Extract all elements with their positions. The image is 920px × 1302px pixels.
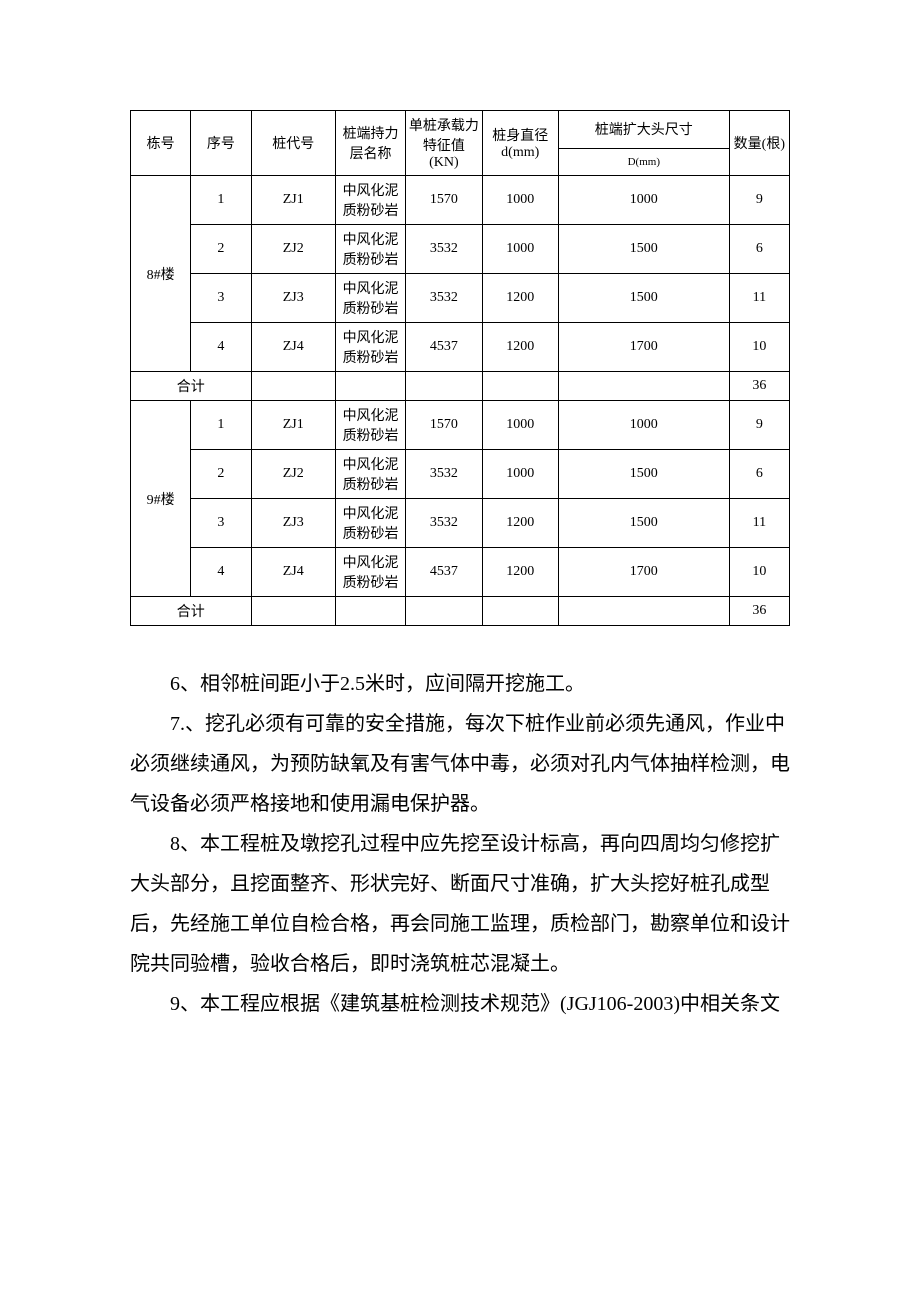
- cell-empty: [558, 597, 729, 626]
- cell-load: 4537: [406, 548, 482, 597]
- cell-enl: 1000: [558, 176, 729, 225]
- cell-qty: 10: [729, 323, 789, 372]
- document-page: 栋号 序号 桩代号 桩端持力层名称 单桩承载力特征值(KN) 桩身直径d(mm)…: [0, 110, 920, 1024]
- cell-subtotal-qty: 36: [729, 597, 789, 626]
- header-seq: 序号: [191, 111, 251, 176]
- table-row: 3 ZJ3 中风化泥质粉砂岩 3532 1200 1500 11: [131, 499, 790, 548]
- cell-layer: 中风化泥质粉砂岩: [335, 274, 405, 323]
- table-row: 9#楼 1 ZJ1 中风化泥质粉砂岩 1570 1000 1000 9: [131, 401, 790, 450]
- header-enlarged-sub: D(mm): [558, 148, 729, 175]
- header-layer: 桩端持力层名称: [335, 111, 405, 176]
- pile-spec-table: 栋号 序号 桩代号 桩端持力层名称 单桩承载力特征值(KN) 桩身直径d(mm)…: [130, 110, 790, 626]
- cell-empty: [558, 372, 729, 401]
- cell-layer: 中风化泥质粉砂岩: [335, 401, 405, 450]
- table-subtotal-row: 合计 36: [131, 372, 790, 401]
- cell-seq: 4: [191, 548, 251, 597]
- table-row: 2 ZJ2 中风化泥质粉砂岩 3532 1000 1500 6: [131, 225, 790, 274]
- cell-seq: 2: [191, 450, 251, 499]
- table-row: 4 ZJ4 中风化泥质粉砂岩 4537 1200 1700 10: [131, 548, 790, 597]
- cell-empty: [482, 372, 558, 401]
- cell-qty: 11: [729, 499, 789, 548]
- cell-enl: 1700: [558, 548, 729, 597]
- cell-code: ZJ3: [251, 274, 335, 323]
- cell-enl: 1000: [558, 401, 729, 450]
- cell-layer: 中风化泥质粉砂岩: [335, 176, 405, 225]
- cell-empty: [482, 597, 558, 626]
- header-code: 桩代号: [251, 111, 335, 176]
- cell-dia: 1200: [482, 274, 558, 323]
- cell-building: 9#楼: [131, 401, 191, 597]
- table-row: 4 ZJ4 中风化泥质粉砂岩 4537 1200 1700 10: [131, 323, 790, 372]
- table-subtotal-row: 合计 36: [131, 597, 790, 626]
- paragraph-7: 7.、挖孔必须有可靠的安全措施，每次下桩作业前必须先通风，作业中必须继续通风，为…: [130, 704, 790, 824]
- cell-empty: [406, 372, 482, 401]
- cell-dia: 1000: [482, 401, 558, 450]
- cell-qty: 9: [729, 401, 789, 450]
- cell-code: ZJ2: [251, 225, 335, 274]
- cell-code: ZJ1: [251, 401, 335, 450]
- cell-enl: 1700: [558, 323, 729, 372]
- cell-building: 8#楼: [131, 176, 191, 372]
- cell-dia: 1000: [482, 225, 558, 274]
- cell-load: 3532: [406, 225, 482, 274]
- cell-enl: 1500: [558, 499, 729, 548]
- cell-subtotal-label: 合计: [131, 372, 252, 401]
- cell-load: 3532: [406, 274, 482, 323]
- cell-empty: [335, 372, 405, 401]
- table-row: 8#楼 1 ZJ1 中风化泥质粉砂岩 1570 1000 1000 9: [131, 176, 790, 225]
- table-row: 2 ZJ2 中风化泥质粉砂岩 3532 1000 1500 6: [131, 450, 790, 499]
- cell-qty: 11: [729, 274, 789, 323]
- cell-load: 4537: [406, 323, 482, 372]
- paragraph-8: 8、本工程桩及墩挖孔过程中应先挖至设计标高，再向四周均匀修挖扩大头部分，且挖面整…: [130, 824, 790, 984]
- cell-qty: 9: [729, 176, 789, 225]
- paragraph-6: 6、相邻桩间距小于2.5米时，应间隔开挖施工。: [130, 664, 790, 704]
- cell-dia: 1200: [482, 323, 558, 372]
- header-building: 栋号: [131, 111, 191, 176]
- cell-layer: 中风化泥质粉砂岩: [335, 499, 405, 548]
- header-qty: 数量(根): [729, 111, 789, 176]
- cell-empty: [251, 372, 335, 401]
- cell-empty: [406, 597, 482, 626]
- cell-empty: [335, 597, 405, 626]
- cell-load: 3532: [406, 499, 482, 548]
- table-header-row: 栋号 序号 桩代号 桩端持力层名称 单桩承载力特征值(KN) 桩身直径d(mm)…: [131, 111, 790, 149]
- cell-dia: 1200: [482, 499, 558, 548]
- header-enlarged: 桩端扩大头尺寸: [558, 111, 729, 149]
- cell-seq: 1: [191, 401, 251, 450]
- cell-code: ZJ1: [251, 176, 335, 225]
- cell-enl: 1500: [558, 450, 729, 499]
- cell-dia: 1200: [482, 548, 558, 597]
- cell-load: 1570: [406, 401, 482, 450]
- cell-code: ZJ2: [251, 450, 335, 499]
- table-row: 3 ZJ3 中风化泥质粉砂岩 3532 1200 1500 11: [131, 274, 790, 323]
- cell-enl: 1500: [558, 225, 729, 274]
- cell-subtotal-label: 合计: [131, 597, 252, 626]
- cell-seq: 3: [191, 499, 251, 548]
- body-text: 6、相邻桩间距小于2.5米时，应间隔开挖施工。 7.、挖孔必须有可靠的安全措施，…: [130, 664, 790, 1024]
- cell-code: ZJ4: [251, 548, 335, 597]
- cell-seq: 4: [191, 323, 251, 372]
- cell-empty: [251, 597, 335, 626]
- cell-load: 3532: [406, 450, 482, 499]
- cell-layer: 中风化泥质粉砂岩: [335, 548, 405, 597]
- cell-code: ZJ3: [251, 499, 335, 548]
- cell-seq: 3: [191, 274, 251, 323]
- cell-layer: 中风化泥质粉砂岩: [335, 225, 405, 274]
- paragraph-9: 9、本工程应根据《建筑基桩检测技术规范》(JGJ106-2003)中相关条文: [130, 984, 790, 1024]
- header-load: 单桩承载力特征值(KN): [406, 111, 482, 176]
- cell-code: ZJ4: [251, 323, 335, 372]
- cell-dia: 1000: [482, 450, 558, 499]
- cell-seq: 1: [191, 176, 251, 225]
- cell-load: 1570: [406, 176, 482, 225]
- cell-layer: 中风化泥质粉砂岩: [335, 323, 405, 372]
- cell-dia: 1000: [482, 176, 558, 225]
- cell-enl: 1500: [558, 274, 729, 323]
- cell-qty: 10: [729, 548, 789, 597]
- cell-seq: 2: [191, 225, 251, 274]
- cell-qty: 6: [729, 450, 789, 499]
- cell-qty: 6: [729, 225, 789, 274]
- header-diameter: 桩身直径d(mm): [482, 111, 558, 176]
- cell-layer: 中风化泥质粉砂岩: [335, 450, 405, 499]
- cell-subtotal-qty: 36: [729, 372, 789, 401]
